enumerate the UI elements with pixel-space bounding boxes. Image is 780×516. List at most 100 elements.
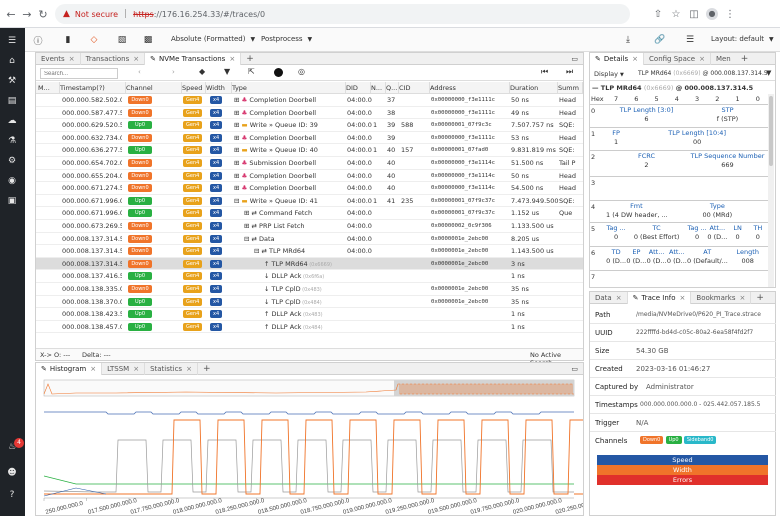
close-icon[interactable]: × [133,54,140,63]
next-icon[interactable]: › [172,68,175,76]
table-row[interactable]: 000.008.138.423.5 Up0 Gen4 x4 ↑ DLLP Ack (0x… [36,308,583,321]
column-header[interactable]: Summ [558,82,583,94]
table-row[interactable]: 000.000.582.502.0 Down0 Gen4 x4 ⊞ ♣ Completi… [36,94,583,107]
column-header[interactable]: CID [399,82,430,94]
tab-men[interactable]: Men [711,53,736,65]
r6-field-value[interactable]: 0 (D... [646,257,667,265]
profile-icon[interactable]: ● [704,6,720,22]
column-header[interactable]: M... [38,82,60,94]
column-header[interactable]: Channel [126,82,182,94]
reload-icon[interactable]: ↻ [38,7,48,21]
table-row[interactable]: 000.000.654.702.0 Down0 Gen4 x4 ⊞ ♣ Submissi… [36,157,583,170]
column-header[interactable]: N... [371,82,386,94]
tab-ltssm[interactable]: LTSSM × [102,362,146,375]
add-tab-icon[interactable]: + [740,53,749,64]
compass-icon[interactable]: ◉ [8,176,16,186]
tlp-length-hi-value[interactable]: 00 [692,138,702,146]
r6-field-value[interactable]: 0 (Default/... [687,257,728,265]
chart-icon[interactable]: ▤ [7,96,17,106]
stp-label[interactable]: STP [721,106,734,114]
expand-icon[interactable]: ⊞ [234,133,242,142]
fmt-value[interactable]: 1 (4 DW header, ... [606,211,667,219]
tab-bookmarks[interactable]: Bookmarks × [691,291,752,304]
binoculars-icon[interactable]: ◆ [199,67,206,76]
tab-statistics[interactable]: Statistics × [145,362,198,375]
pin-icon[interactable]: ▼ [766,69,772,77]
expand-icon[interactable]: ⊞ [234,184,242,193]
column-header[interactable]: Type [232,82,346,94]
export-icon[interactable]: ⇱ [248,67,255,76]
close-icon[interactable]: × [679,293,686,302]
download-icon[interactable]: ⤓ [626,35,630,45]
table-row[interactable]: 000.000.671.274.5 Down0 Gen4 x4 ⊞ ♣ Completi… [36,182,583,195]
add-tab-icon[interactable]: + [756,292,764,303]
cloud-icon[interactable]: ☁ [7,116,17,126]
r5-field-label[interactable]: TC [652,224,661,232]
user-icon[interactable]: ☻ [7,468,17,478]
close-icon[interactable]: × [739,293,746,302]
menu-icon[interactable]: ☰ [7,36,17,46]
r5-field-label[interactable]: LN [733,224,742,232]
r5-field-label[interactable]: Tag ... [606,224,626,232]
table-row[interactable]: 000.008.137.416.5 Up0 Gen4 x4 ↓ DLLP Ack (0x… [36,270,583,283]
collapse-icon[interactable]: ⊟ [254,247,262,256]
expand-icon[interactable]: ⊞ [234,171,242,180]
tlp-tree-title[interactable]: — TLP MRd64 (0x6669) @ 000.008.137.314.5 [592,84,754,92]
type-label[interactable]: Type [709,202,725,210]
fp-label[interactable]: FP [612,129,620,137]
filter-list-icon[interactable]: ▧ [117,35,127,45]
address-bar[interactable]: ▲ Not secure | https ://176.16.254.33/#/… [55,4,630,24]
bookmark-icon[interactable]: ▮ [65,35,71,45]
help-icon[interactable]: ? [9,490,15,500]
maximize-icon[interactable]: ▭ [571,364,578,373]
add-tab-icon[interactable]: + [246,53,254,64]
table-row[interactable]: 000.008.138.335.0 Down0 Gen4 x4 ↓ TLP CplD (… [36,283,583,296]
display-select[interactable]: Display ▼ [594,70,624,78]
table-row[interactable]: 000.000.671.996.0 Up0 Gen4 x4 ⊟ ▬ Write » Qu… [36,195,583,208]
table-row[interactable]: 000.000.632.734.0 Down0 Gen4 x4 ⊞ ♣ Completi… [36,132,583,145]
close-icon[interactable]: × [229,54,236,63]
kebab-menu-icon[interactable]: ⋮ [725,8,735,20]
r6-field-label[interactable]: Att... [648,248,665,256]
record-icon[interactable] [274,68,283,77]
sidepanel-icon[interactable]: ◫ [689,8,699,20]
table-row[interactable]: 000.008.137.314.5 Down0 Gen4 x4 ⊟ ⇄ Data 04:0… [36,233,583,246]
close-icon[interactable]: × [186,364,192,373]
r6-field-value[interactable]: 0 (D... [606,257,627,265]
table-row[interactable]: 000.000.587.477.5 Down0 Gen4 x4 ⊞ ♣ Completi… [36,107,583,120]
funnel-icon[interactable]: ▼ [224,67,231,76]
flask-icon[interactable]: ⚗ [7,136,17,146]
tab-transactions[interactable]: Transactions × [81,52,146,65]
r5-field-value[interactable]: 0 (Best Effort) [633,233,680,241]
r5-field-label[interactable]: TH [753,224,763,232]
close-icon[interactable]: × [615,293,622,302]
column-header[interactable]: Q... [386,82,399,94]
column-header[interactable]: Speed [182,82,206,94]
prev-icon[interactable]: ‹ [138,68,141,76]
layout-select[interactable]: Layout: default ▼ [711,35,774,43]
tab-data[interactable]: Data × [590,291,628,304]
r5-field-value[interactable]: 0 [755,233,760,241]
r6-field-label[interactable]: TD [611,248,621,256]
tab-config-space[interactable]: Config Space × [644,52,711,65]
tlp-length-hi-label[interactable]: TLP Length [10:4] [668,129,726,137]
close-icon[interactable]: × [90,364,97,373]
r6-field-value[interactable]: 0 (D... [666,257,687,265]
expand-icon[interactable]: ⊞ [234,159,242,167]
r5-field-label[interactable]: Tag ... [687,224,707,232]
expand-icon[interactable]: ⊞ [244,209,252,218]
fmt-label[interactable]: Fmt [630,202,643,210]
star-icon[interactable]: ☆ [671,8,681,20]
seq-number-label[interactable]: TLP Sequence Number [690,152,765,160]
wrench-icon[interactable]: ⚒ [7,76,17,86]
home-icon[interactable]: ⌂ [9,56,15,66]
maximize-icon[interactable]: ▭ [571,54,578,63]
r5-field-value[interactable]: 0 (D... [707,233,728,241]
tab-histogram[interactable]: ✎ Histogram × [36,362,103,375]
add-tab-icon[interactable]: + [202,363,211,374]
r6-field-label[interactable]: Length [736,248,759,256]
tab-details[interactable]: ✎ Details × [590,52,645,65]
r6-field-value[interactable]: 008 [741,257,754,265]
collapse-icon[interactable]: ⊟ [244,234,252,243]
r6-field-value[interactable]: 0 (D... [626,257,647,265]
